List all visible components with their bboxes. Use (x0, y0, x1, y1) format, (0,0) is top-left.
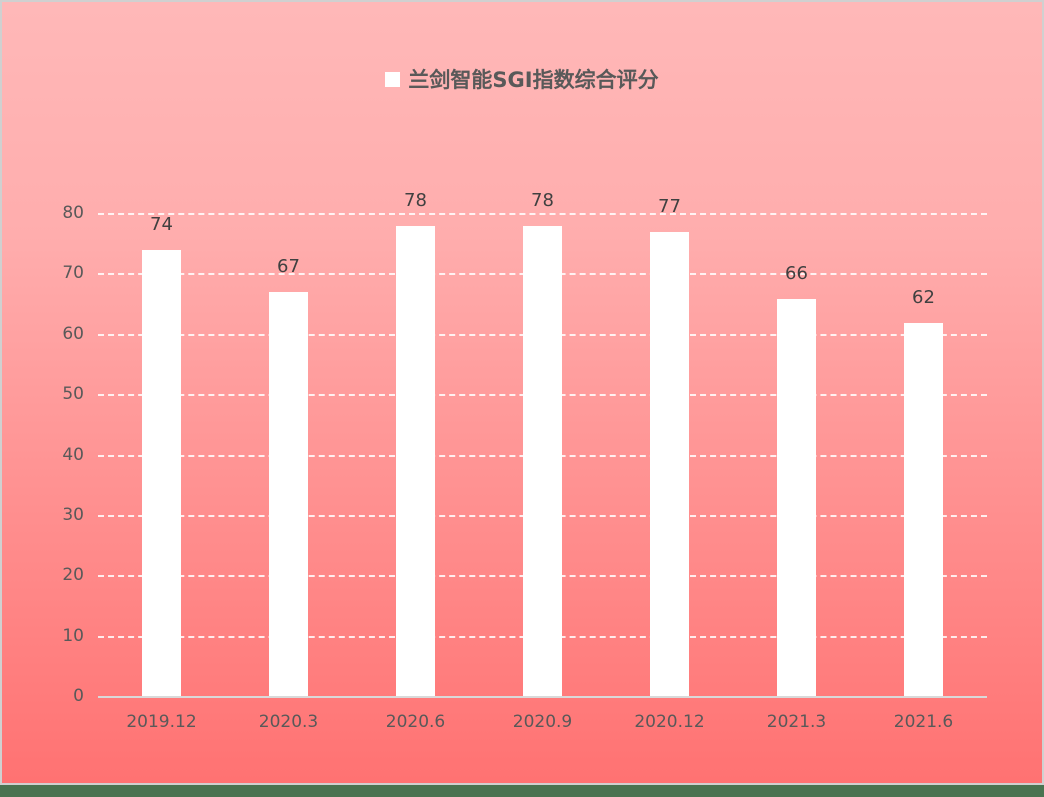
bar (904, 322, 943, 697)
y-axis-tick-label: 40 (62, 444, 84, 465)
data-label: 66 (785, 262, 808, 284)
legend-label: 兰剑智能SGI指数综合评分 (408, 68, 659, 92)
y-axis-tick-label: 20 (62, 565, 84, 586)
y-axis-tick-label: 0 (73, 686, 84, 706)
y-axis-tick-label: 70 (62, 263, 84, 284)
chart-legend: 兰剑智能SGI指数综合评分 (2, 64, 1042, 94)
data-label: 62 (912, 286, 935, 308)
data-label: 74 (150, 214, 173, 236)
bar (777, 298, 816, 697)
x-axis-tick-label: 2020.9 (512, 712, 573, 732)
x-axis-tick-label: 2019.12 (126, 712, 197, 732)
bar (396, 226, 435, 697)
x-axis-tick-label: 2020.6 (385, 712, 446, 732)
bar (523, 226, 562, 697)
x-axis-tick-label: 2021.3 (766, 712, 827, 732)
y-axis-tick-label: 10 (62, 625, 84, 646)
y-axis-tick-label: 60 (62, 323, 84, 344)
bar (269, 292, 308, 697)
bar (142, 250, 181, 697)
x-axis-tick-label: 2021.6 (893, 712, 954, 732)
y-axis-tick-label: 80 (62, 203, 84, 223)
x-axis-tick-label: 2020.12 (634, 712, 705, 732)
data-label: 78 (404, 190, 427, 212)
bar (650, 232, 689, 697)
y-axis-tick-label: 30 (62, 504, 84, 525)
gridline (98, 213, 987, 215)
legend-swatch (385, 71, 401, 87)
y-axis-tick-label: 50 (62, 384, 84, 405)
data-label: 78 (531, 190, 554, 212)
data-label: 77 (658, 196, 681, 218)
x-axis-tick-label: 2020.3 (258, 712, 319, 732)
x-axis-line (98, 696, 987, 698)
data-label: 67 (277, 256, 300, 278)
